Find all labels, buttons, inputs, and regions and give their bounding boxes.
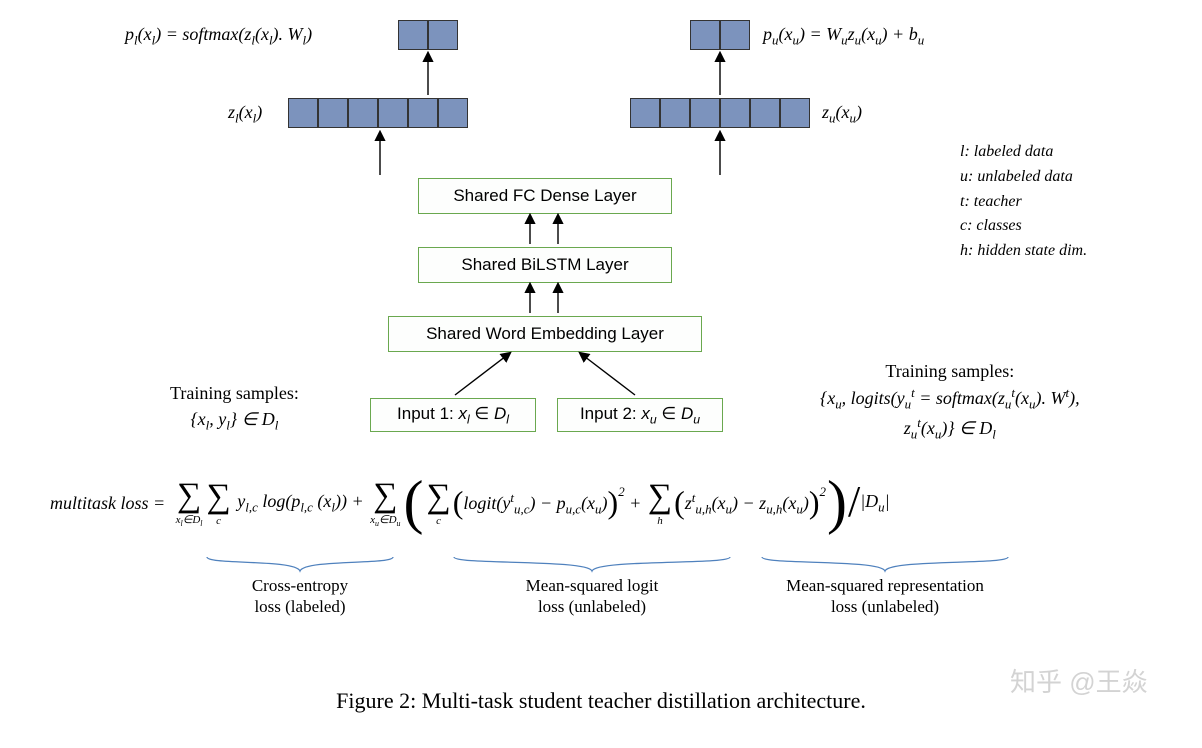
input-1-label: Input 1: xl ∈ Dl bbox=[397, 404, 509, 426]
brace-3-label-1: Mean-squared representation bbox=[786, 576, 984, 595]
legend: l: labeled data u: unlabeled data t: tea… bbox=[960, 140, 1087, 264]
brace-1-label-2: loss (labeled) bbox=[254, 597, 345, 616]
legend-line: t: teacher bbox=[960, 190, 1087, 215]
vector-pl bbox=[398, 20, 458, 50]
brace-1-label-1: Cross-entropy bbox=[252, 576, 348, 595]
legend-line: c: classes bbox=[960, 214, 1087, 239]
input-2-box: Input 2: xu ∈ Du bbox=[557, 398, 723, 432]
training-left: Training samples: {xl, yl} ∈ Dl bbox=[170, 380, 299, 435]
label-zl: zl(xl) bbox=[228, 102, 262, 127]
vector-pu bbox=[690, 20, 750, 50]
legend-line: u: unlabeled data bbox=[960, 165, 1087, 190]
watermark: 知乎 @王焱 bbox=[1010, 662, 1148, 699]
loss-equation: multitask loss = ∑xl∈Dl ∑c yl,c log(pl,c… bbox=[50, 478, 890, 529]
layer-bilstm: Shared BiLSTM Layer bbox=[418, 247, 672, 283]
brace-2: Mean-squared logit loss (unlabeled) bbox=[452, 555, 732, 618]
layer-embed: Shared Word Embedding Layer bbox=[388, 316, 702, 352]
training-right: Training samples: {xu, logits(yut = soft… bbox=[820, 358, 1080, 445]
vector-zl bbox=[288, 98, 468, 128]
layer-embed-label: Shared Word Embedding Layer bbox=[426, 324, 664, 344]
legend-line: l: labeled data bbox=[960, 140, 1087, 165]
brace-2-label-1: Mean-squared logit bbox=[526, 576, 659, 595]
eq-pu: pu(xu) = Wuzu(xu) + bu bbox=[763, 24, 924, 49]
vector-zu bbox=[630, 98, 810, 128]
layer-bilstm-label: Shared BiLSTM Layer bbox=[461, 255, 628, 275]
layer-fc-label: Shared FC Dense Layer bbox=[453, 186, 636, 206]
legend-line: h: hidden state dim. bbox=[960, 239, 1087, 264]
brace-2-label-2: loss (unlabeled) bbox=[538, 597, 646, 616]
brace-3-label-2: loss (unlabeled) bbox=[831, 597, 939, 616]
label-zu: zu(xu) bbox=[822, 102, 862, 127]
brace-1: Cross-entropy loss (labeled) bbox=[205, 555, 395, 618]
eq-pl: pl(xl) = softmax(zl(xl). Wl) bbox=[125, 24, 312, 49]
input-2-label: Input 2: xu ∈ Du bbox=[580, 404, 700, 426]
layer-fc: Shared FC Dense Layer bbox=[418, 178, 672, 214]
brace-3: Mean-squared representation loss (unlabe… bbox=[760, 555, 1010, 618]
input-1-box: Input 1: xl ∈ Dl bbox=[370, 398, 536, 432]
